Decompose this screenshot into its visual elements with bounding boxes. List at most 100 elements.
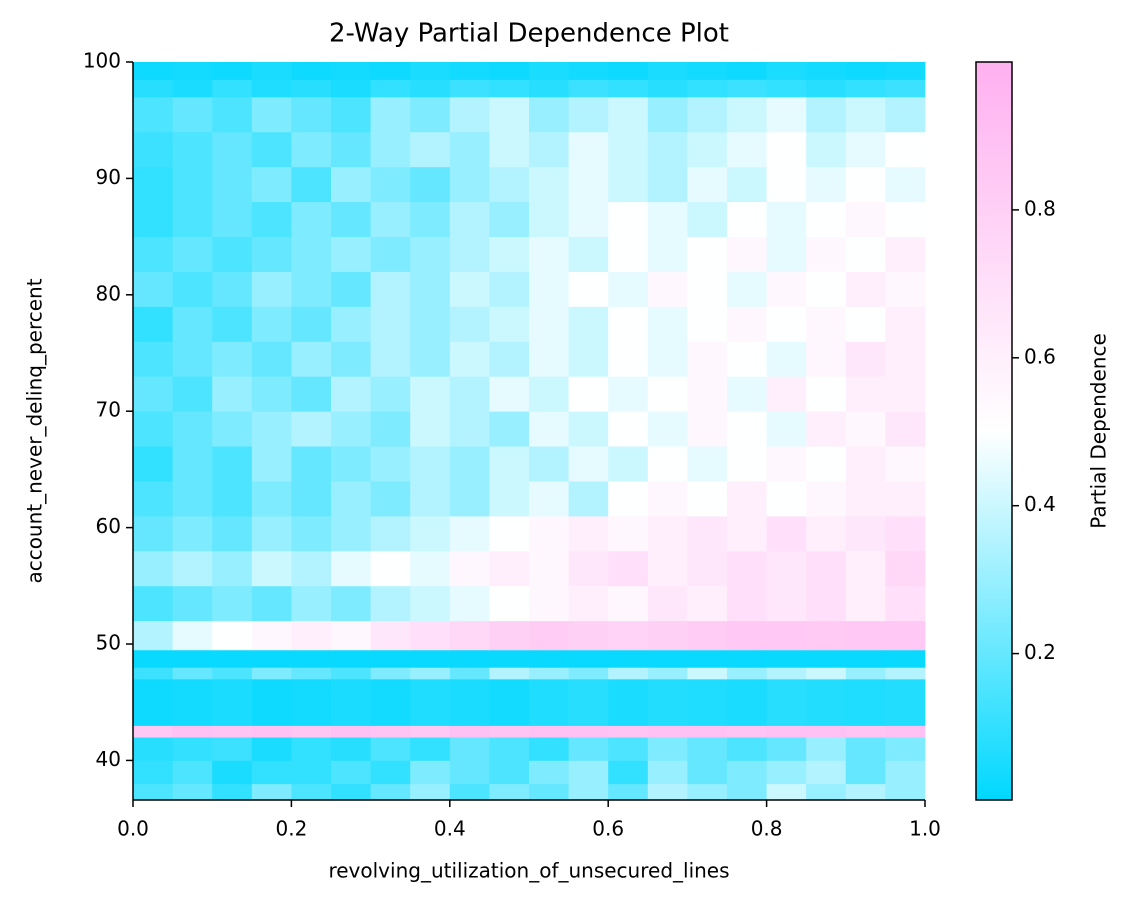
heatmap-cell: [410, 411, 451, 447]
heatmap-cell: [647, 649, 688, 668]
heatmap-cell: [251, 760, 292, 785]
heatmap-cell: [885, 515, 926, 552]
heatmap-cell: [212, 201, 253, 238]
heatmap-cell: [687, 725, 728, 738]
heatmap-cell: [489, 166, 530, 203]
heatmap-cell: [212, 236, 253, 272]
heatmap-cell: [727, 166, 767, 203]
heatmap-cell: [133, 515, 173, 552]
heatmap-cell: [806, 62, 847, 80]
heatmap-cell: [449, 271, 490, 307]
heatmap-cell: [647, 678, 688, 726]
heatmap-cell: [529, 62, 569, 80]
heatmap-cell: [568, 79, 609, 98]
heatmap-cell: [331, 376, 371, 412]
heatmap-cell: [331, 481, 371, 517]
heatmap-cell: [449, 725, 490, 738]
heatmap-cell: [133, 62, 173, 80]
heatmap-cell: [449, 96, 490, 133]
heatmap-cell: [331, 725, 371, 738]
heatmap-cell: [291, 667, 332, 680]
heatmap-cell: [291, 550, 332, 587]
heatmap-cell: [291, 131, 332, 168]
heatmap-cell: [172, 79, 213, 98]
heatmap-cell: [212, 271, 253, 307]
heatmap-cell: [885, 79, 926, 98]
heatmap-cell: [449, 585, 490, 622]
heatmap-cell: [291, 515, 332, 552]
heatmap-cell: [845, 481, 886, 517]
heatmap-cell: [727, 446, 767, 482]
heatmap-cell: [845, 166, 886, 203]
heatmap-cell: [529, 515, 569, 552]
heatmap-cell: [687, 481, 728, 517]
heatmap-cell: [885, 62, 926, 80]
heatmap-cell: [608, 341, 649, 377]
heatmap-cell: [647, 667, 688, 680]
heatmap-cell: [212, 376, 253, 412]
heatmap-cell: [885, 725, 926, 738]
heatmap-cell: [766, 783, 807, 801]
x-tick-label: 0.6: [592, 817, 624, 841]
heatmap-cell: [291, 783, 332, 801]
heatmap-cell: [806, 201, 847, 238]
heatmap-cell: [370, 62, 411, 80]
heatmap-cell: [608, 667, 649, 680]
heatmap-cell: [568, 306, 609, 342]
heatmap-cell: [687, 515, 728, 552]
heatmap-cell: [885, 306, 926, 342]
heatmap-cell: [489, 62, 530, 80]
heatmap-cell: [489, 783, 530, 801]
heatmap-cell: [489, 446, 530, 482]
heatmap-cell: [885, 376, 926, 412]
heatmap-cell: [251, 96, 292, 133]
heatmap-cell: [885, 236, 926, 272]
heatmap-cell: [251, 783, 292, 801]
heatmap-cell: [410, 760, 451, 785]
heatmap-cell: [806, 411, 847, 447]
heatmap-cell: [172, 236, 213, 272]
heatmap-cell: [766, 236, 807, 272]
heatmap-cell: [291, 306, 332, 342]
heatmap-cell: [212, 725, 253, 738]
heatmap-cell: [449, 783, 490, 801]
heatmap-cell: [568, 515, 609, 552]
heatmap-cell: [727, 481, 767, 517]
heatmap-cell: [845, 678, 886, 726]
heatmap-cell: [766, 166, 807, 203]
heatmap-cell: [647, 550, 688, 587]
heatmap-cell: [133, 96, 173, 133]
heatmap-cell: [845, 783, 886, 801]
heatmap-cell: [291, 620, 332, 651]
heatmap-cell: [687, 550, 728, 587]
heatmap-cell: [251, 585, 292, 622]
heatmap-cell: [687, 667, 728, 680]
heatmap-cell: [845, 760, 886, 785]
heatmap-cell: [647, 62, 688, 80]
colorbar-tick-label: 0.2: [1024, 640, 1056, 664]
heatmap-cell: [489, 667, 530, 680]
heatmap-cell: [410, 667, 451, 680]
heatmap-cell: [885, 737, 926, 761]
heatmap-cell: [410, 62, 451, 80]
colorbar-tick-label: 0.4: [1024, 492, 1056, 516]
heatmap-cell: [370, 620, 411, 651]
heatmap-cell: [212, 667, 253, 680]
heatmap-cell: [449, 620, 490, 651]
heatmap-cell: [845, 96, 886, 133]
heatmap-cell: [410, 585, 451, 622]
heatmap-cell: [608, 96, 649, 133]
heatmap-cell: [133, 620, 173, 651]
heatmap-cell: [529, 411, 569, 447]
x-tick-label: 1.0: [909, 817, 941, 841]
heatmap-cell: [370, 166, 411, 203]
heatmap-cell: [766, 341, 807, 377]
heatmap-cell: [568, 236, 609, 272]
heatmap-cell: [568, 737, 609, 761]
heatmap-cell: [489, 201, 530, 238]
heatmap-cell: [766, 550, 807, 587]
heatmap-cell: [885, 201, 926, 238]
heatmap-cell: [133, 678, 173, 726]
heatmap-cell: [410, 515, 451, 552]
heatmap-cell: [291, 585, 332, 622]
